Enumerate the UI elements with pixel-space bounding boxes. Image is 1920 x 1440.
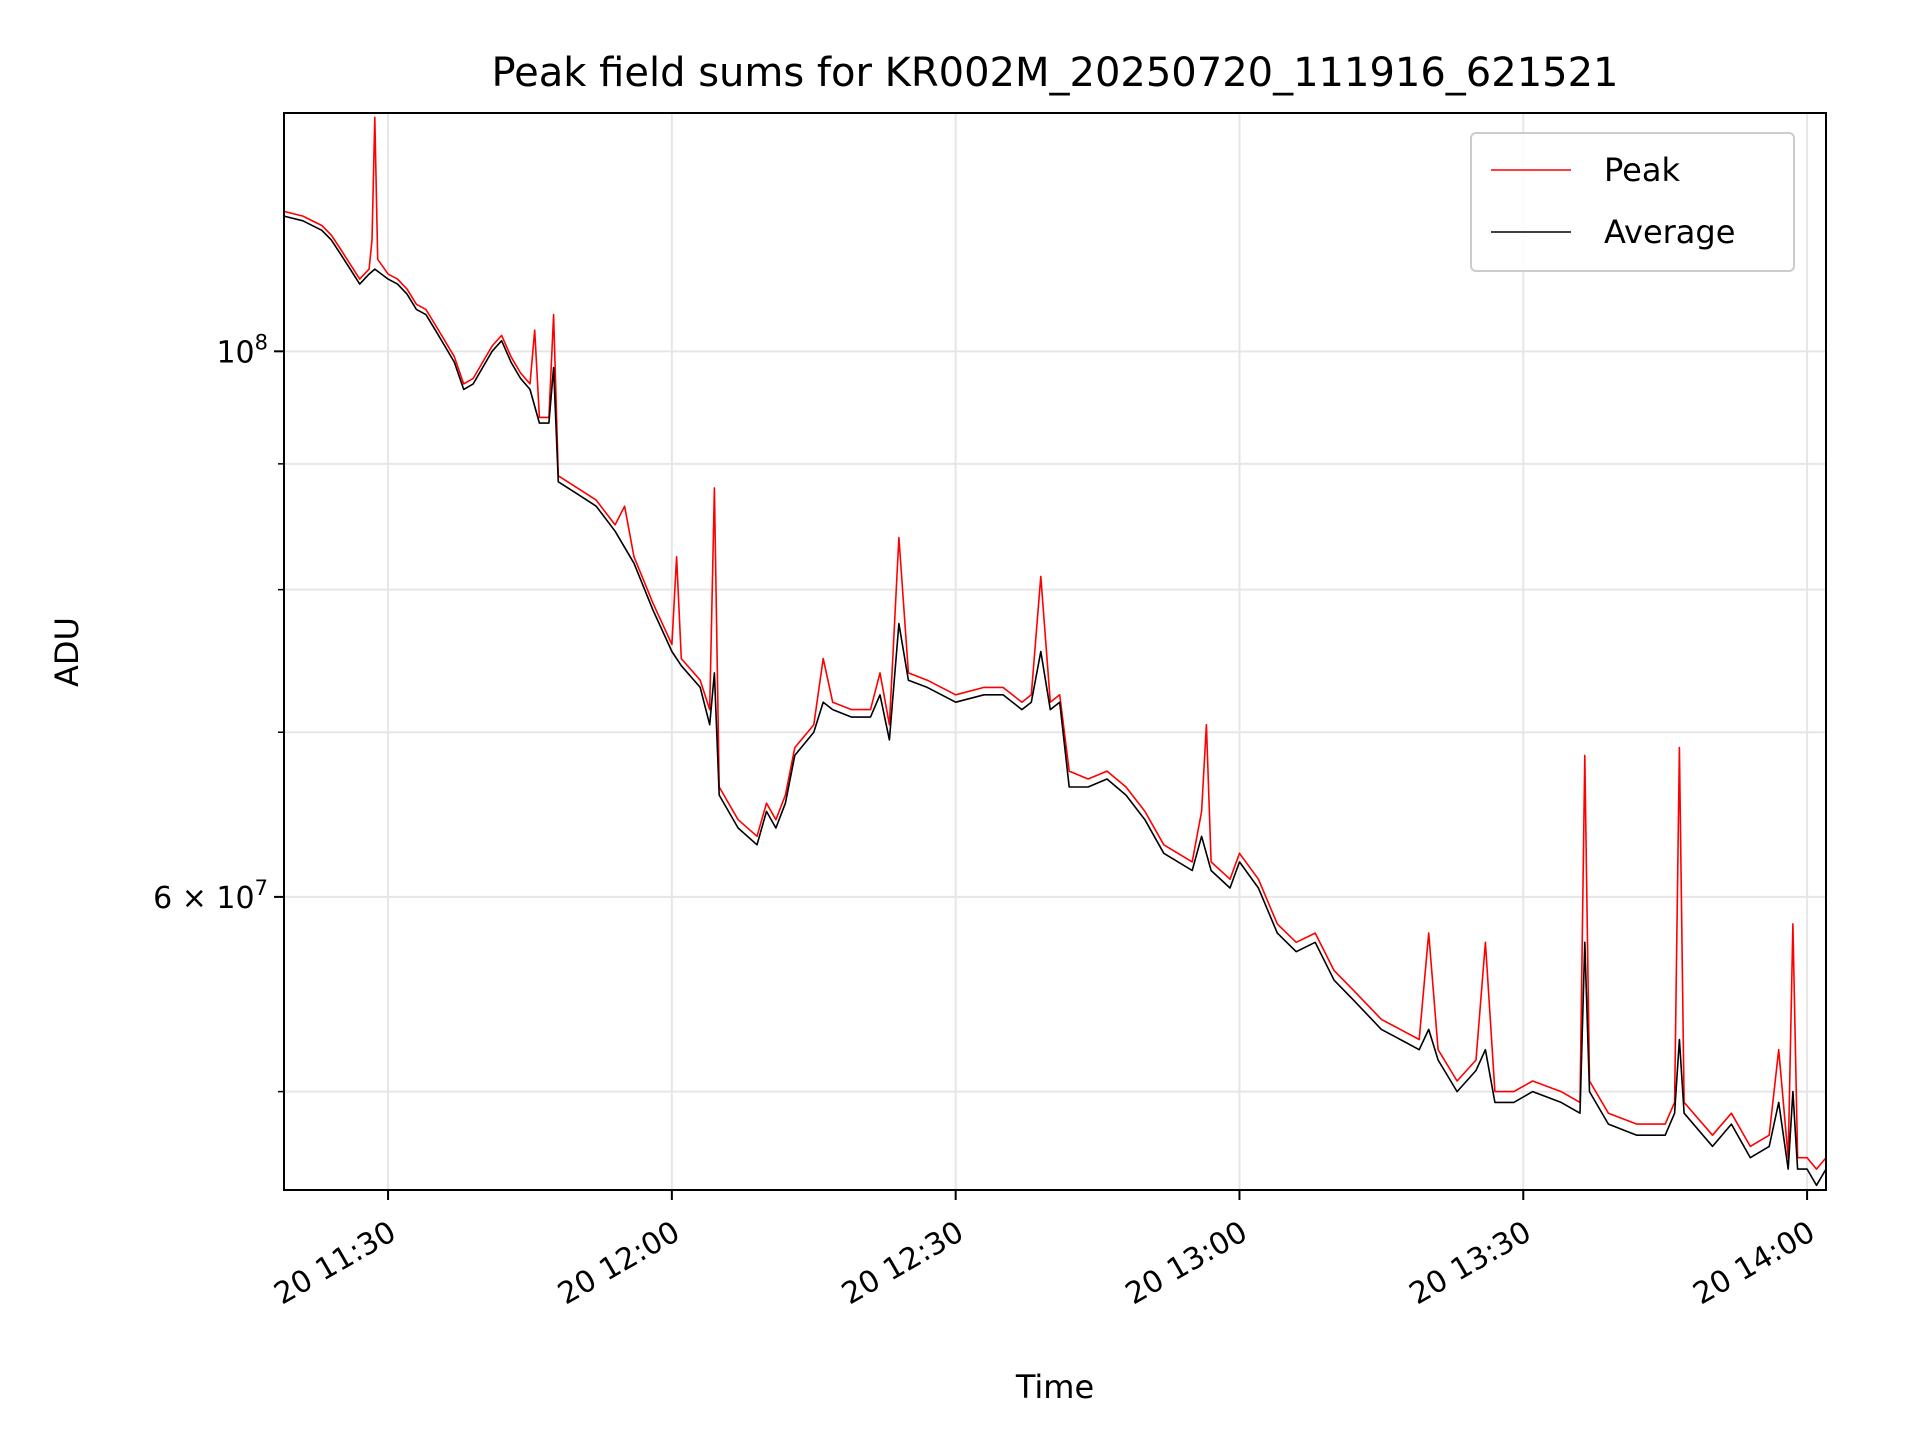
legend-label-average: Average [1604, 213, 1735, 251]
legend: Peak Average [1470, 132, 1795, 272]
plot-lines [283, 116, 1827, 1187]
series-line-peak [283, 116, 1827, 1170]
y-tick-label: 6 × 107 [153, 876, 268, 916]
legend-box [1470, 132, 1795, 272]
y-axis: 108 6 × 107 [153, 330, 284, 1093]
x-axis-label: Time [1015, 1368, 1094, 1406]
y-axis-label: ADU [48, 617, 86, 687]
series-line-average [283, 215, 1827, 1187]
plot-frame [283, 112, 1827, 1191]
chart-title: Peak field sums for KR002M_20250720_1119… [491, 50, 1618, 96]
y-tick-label: 108 [216, 330, 268, 370]
legend-label-peak: Peak [1604, 151, 1680, 189]
